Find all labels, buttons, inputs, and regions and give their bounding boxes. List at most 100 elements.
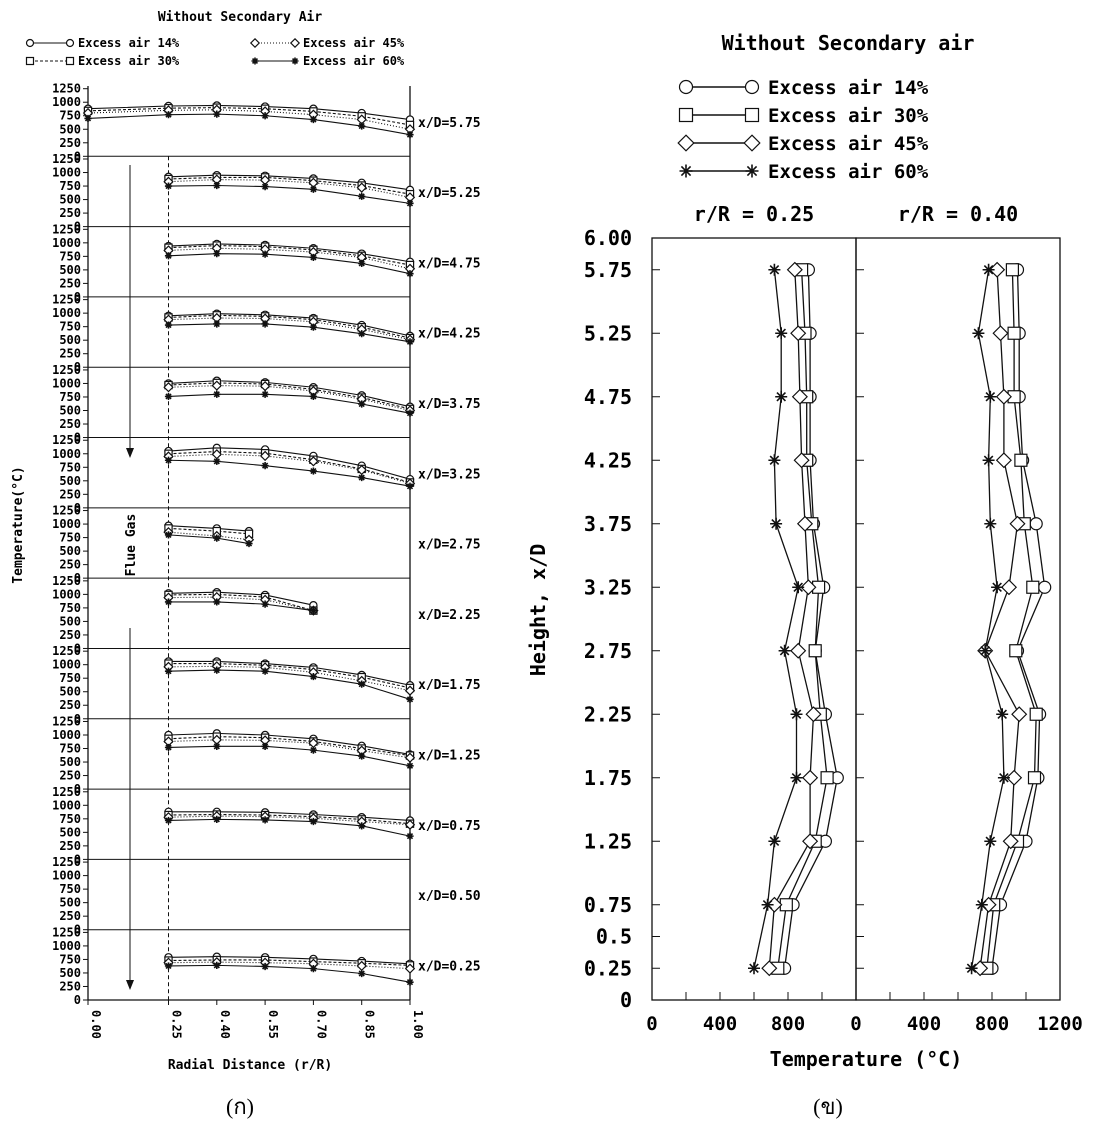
panel-a-point: [164, 667, 173, 675]
panel-a-ytick-label: 500: [59, 755, 81, 769]
legend-b-marker-2-left: [677, 134, 695, 152]
panel-b-point-shape: [1007, 326, 1021, 340]
legend-a-marker-0-left: [25, 38, 35, 48]
panel-a-series-line: [168, 961, 411, 970]
panel-b-point-shape: [786, 261, 803, 278]
panel-b-xtick-label: 400: [907, 1013, 941, 1035]
panel-a-height-label: x/D=5.25: [418, 186, 481, 201]
panel-a-ytick-label: 0: [74, 782, 81, 796]
panel-a-point: [406, 978, 414, 986]
panel-a-point: [309, 746, 317, 754]
panel-a-point-shape: [406, 832, 414, 840]
panel-a-ytick-label: 250: [59, 417, 81, 431]
panel-a-ytick-label: 1250: [52, 574, 81, 588]
panel-a-xtick-label: 0.70: [314, 1010, 328, 1039]
legend-a-marker-1-left: [25, 56, 35, 66]
panel-b-point-shape: [975, 898, 988, 911]
panel-a-point-shape: [309, 467, 317, 475]
panel-b-point-shape: [982, 263, 995, 276]
panel-a-point: [261, 320, 269, 328]
legend-b-label-1: Excess air 30%: [768, 105, 929, 127]
panel-a-point-shape: [213, 390, 221, 398]
panel-a-point: [164, 962, 173, 970]
panel-b-point: [1014, 453, 1028, 467]
panel-b-point: [1011, 706, 1028, 723]
panel-b-series-line: [970, 269, 1005, 969]
panel-a-point-shape: [164, 321, 173, 329]
panel-a-point-shape: [406, 270, 414, 278]
panel-a-point-shape: [261, 250, 269, 258]
panel-a-series-line: [168, 317, 411, 341]
panel-a-series-line: [168, 956, 411, 965]
panel-a-ytick-label: 0: [74, 149, 81, 163]
panel-a-ytick-label: 750: [59, 952, 81, 966]
panel-a-point-shape: [164, 182, 173, 190]
legend-a-label-0: Excess air 14%: [78, 36, 180, 50]
panel-b-point: [995, 388, 1012, 405]
panel-b-series-line: [777, 269, 828, 969]
panel-b-point: [984, 517, 997, 530]
panel-b-point-shape: [984, 517, 997, 530]
panel-b-title: Without Secondary air: [722, 31, 975, 55]
panel-b-point-shape: [820, 771, 834, 785]
panel-a-ytick-label: 750: [59, 812, 81, 826]
panel-a-ytick-label: 750: [59, 742, 81, 756]
legend-b-marker-1-left-shape: [678, 107, 694, 123]
panel-a-ytick-label: 0: [74, 852, 81, 866]
panel-a-title: Without Secondary Air: [158, 10, 323, 25]
panel-a-point: [213, 534, 221, 542]
panel-b-point-shape: [1038, 580, 1052, 594]
panel-b-point-shape: [991, 581, 1004, 594]
panel-a-height-label: x/D=3.25: [418, 467, 481, 482]
panel-a-series-line: [168, 663, 411, 689]
panel-b-point-shape: [768, 263, 781, 276]
panel-b-xtick-label: 400: [703, 1013, 737, 1035]
panel-a-ytick-label: 750: [59, 671, 81, 685]
panel-a-series-line: [168, 669, 411, 700]
panel-a-ytick-label: 0: [74, 360, 81, 374]
panel-a-ytick-label: 250: [59, 909, 81, 923]
panel-a-point: [164, 816, 173, 825]
panel-b-point: [1029, 707, 1043, 721]
panel-a-point: [213, 742, 221, 750]
panel-a-ytick-label: 1000: [52, 95, 81, 109]
panel-a-series-line: [168, 247, 411, 270]
panel-a-series-line: [168, 313, 411, 337]
panel-a-point: [259, 380, 271, 392]
panel-b-point: [965, 962, 978, 975]
flow-arrow-lower-head: [126, 980, 134, 990]
panel-a-series-line: [168, 393, 411, 414]
panel-b-point: [802, 769, 819, 786]
panel-a-point: [213, 181, 221, 190]
panel-a-point: [163, 382, 174, 393]
panel-a-point: [406, 695, 414, 703]
panel-b-xtick-label: 0: [646, 1013, 657, 1035]
panel-a-point: [84, 114, 92, 123]
panel-a-ytick-label: 0: [74, 290, 81, 304]
panel-a-point: [358, 680, 366, 688]
panel-a-ytick-label: 1000: [52, 166, 81, 180]
panel-b-point-shape: [1029, 517, 1043, 531]
panel-a-series-line: [168, 453, 411, 485]
panel-a-point-shape: [261, 320, 269, 328]
panel-a-series-line: [168, 813, 411, 825]
panel-b-point-shape: [761, 898, 774, 911]
panel-b-point-shape: [790, 642, 807, 659]
panel-b-point-shape: [972, 327, 985, 340]
panel-a-series-line: [168, 964, 411, 983]
panel-a-ytick-label: 250: [59, 487, 81, 501]
panel-a-series-line: [168, 459, 411, 487]
panel-a-point-shape: [164, 743, 173, 752]
panel-a-point-shape: [309, 672, 317, 681]
panel-a-point: [261, 962, 269, 971]
panel-a-ytick-label: 1000: [52, 376, 81, 390]
panel-b-ytick-label: 5.75: [584, 258, 632, 282]
panel-a-point: [261, 250, 269, 258]
panel-a-point-shape: [213, 320, 221, 328]
panel-a-caption: (ก): [226, 1094, 254, 1119]
panel-b-point: [972, 327, 985, 340]
panel-a-ytick-label: 250: [59, 839, 81, 853]
panel-b-point-shape: [1009, 644, 1023, 658]
panel-a-point: [406, 270, 414, 278]
panel-a-point: [309, 323, 317, 331]
